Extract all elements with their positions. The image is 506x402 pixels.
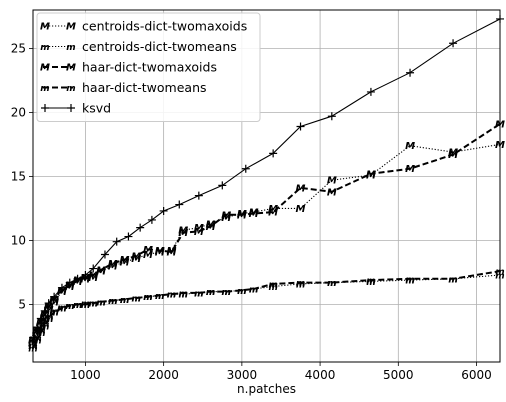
x-tick-label: 5000 [383, 368, 414, 382]
data-point: m [132, 295, 141, 305]
legend-label: centroids-dict-twomaxoids [82, 19, 247, 34]
data-point: m [405, 275, 414, 285]
data-point: M [296, 183, 306, 194]
data-point: m [120, 296, 129, 306]
data-point: m [268, 280, 277, 290]
data-point: M [131, 251, 141, 262]
data-point: M [96, 265, 106, 276]
data-point: M [206, 222, 216, 233]
data-point: m [296, 279, 305, 289]
legend-label: haar-dict-twomaxoids [82, 60, 217, 75]
x-tick-label: 3000 [227, 368, 258, 382]
data-point: M [268, 208, 278, 219]
y-tick-label: 20 [11, 105, 26, 119]
data-point: m [40, 84, 49, 94]
data-point: M [327, 187, 337, 198]
x-tick-label: 2000 [148, 368, 179, 382]
data-point: m [206, 288, 215, 298]
data-point [195, 192, 203, 200]
data-point [328, 112, 336, 120]
data-point: m [327, 279, 336, 289]
data-point: M [327, 176, 337, 187]
x-tick-label: 6000 [461, 368, 492, 382]
y-tick-label: 25 [11, 41, 26, 55]
data-point: m [155, 292, 164, 302]
data-point: m [66, 84, 75, 94]
data-point: m [237, 287, 246, 297]
legend-label: haar-dict-twomeans [82, 80, 207, 95]
x-tick-label: 4000 [305, 368, 336, 382]
data-point [406, 69, 414, 77]
data-point: M [155, 246, 165, 257]
data-point: M [405, 141, 415, 152]
data-point: M [448, 150, 458, 161]
data-point [218, 181, 226, 189]
y-tick-label: 10 [11, 233, 26, 247]
data-point: m [222, 288, 231, 298]
data-point: M [108, 259, 118, 270]
data-point: m [167, 291, 176, 301]
data-point: m [143, 293, 152, 303]
data-point: m [66, 43, 75, 53]
x-axis-label: n.patches [237, 382, 296, 396]
series-haar-dict-twomeans: mmmmmmmmmmmm m m m m m m m m m m m mm m m m m mm [28, 268, 504, 355]
data-point [367, 88, 375, 96]
legend-entry: M Mcentroids-dict-twomaxoids [40, 19, 247, 34]
data-point: M [66, 22, 76, 33]
legend-label: centroids-dict-twomeans [82, 39, 237, 54]
y-tick-label: 5 [18, 297, 26, 311]
legend-entry: M Mhaar-dict-twomaxoids [40, 60, 217, 75]
data-point: M [237, 210, 247, 221]
data-point: M [178, 228, 188, 239]
data-point: M [194, 227, 204, 238]
data-point: m [96, 298, 105, 308]
data-point: M [143, 245, 153, 256]
data-point: M [120, 255, 130, 266]
data-point: M [405, 164, 415, 175]
data-point: M [249, 209, 259, 220]
legend-label: ksvd [82, 101, 111, 116]
data-point: M [166, 247, 176, 258]
data-point: m [249, 286, 258, 296]
data-point: m [194, 289, 203, 299]
data-point: M [296, 204, 306, 215]
data-point: M [40, 63, 50, 74]
data-point: M [221, 210, 231, 221]
y-tick-label: 15 [11, 169, 26, 183]
data-point [242, 165, 250, 173]
data-point: m [448, 275, 457, 285]
data-point [175, 201, 183, 209]
data-point: M [40, 22, 50, 33]
data-point: m [366, 277, 375, 287]
legend: M Mcentroids-dict-twomaxoids m m centroids-d… [37, 13, 260, 122]
data-point: m [40, 43, 49, 53]
data-point: M [366, 169, 376, 180]
series-line [33, 144, 500, 342]
data-point: m [178, 289, 187, 299]
x-tick-label: 1000 [70, 368, 101, 382]
data-point: M [66, 63, 76, 74]
data-point [449, 39, 457, 47]
series-line [33, 271, 500, 348]
data-point: m [108, 297, 117, 307]
